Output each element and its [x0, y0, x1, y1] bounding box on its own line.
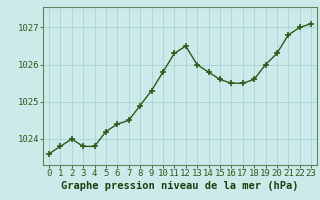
- X-axis label: Graphe pression niveau de la mer (hPa): Graphe pression niveau de la mer (hPa): [61, 181, 299, 191]
